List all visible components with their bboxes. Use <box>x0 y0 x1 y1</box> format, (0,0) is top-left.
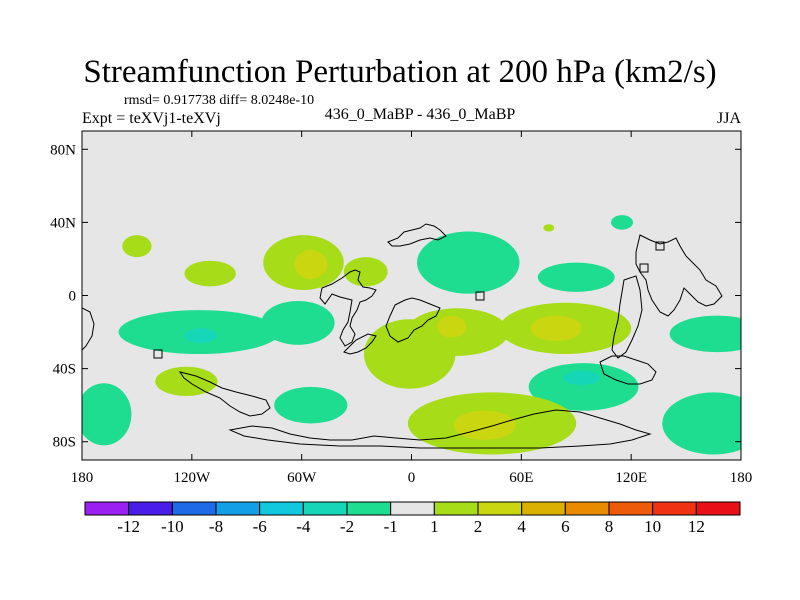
colorbar-swatch <box>128 501 173 516</box>
colorbar-swatch <box>521 501 566 516</box>
contour-region-13 <box>437 315 467 338</box>
colorbar-label: 12 <box>688 517 705 536</box>
contour-region-7 <box>261 300 335 345</box>
colorbar: -12 -10 -8 -6 -4 -2 -1 1 2 4 6 8 10 12 <box>84 501 741 536</box>
contour-region-0 <box>122 235 152 258</box>
colorbar-label: 8 <box>605 517 614 536</box>
x-tick-label: 0 <box>408 470 416 486</box>
colorbar-label: 2 <box>474 517 483 536</box>
colorbar-label: 10 <box>644 517 661 536</box>
y-tick-label: 40N <box>50 215 76 231</box>
coastline-north-america <box>319 269 377 347</box>
experiment-label: Expt = teXVj1-teXVj <box>82 110 221 127</box>
contour-region-23 <box>662 392 741 455</box>
y-tick-label: 80S <box>53 435 76 451</box>
coastline-africa <box>385 297 441 343</box>
x-tick-label: 180 <box>730 470 753 486</box>
colorbar-label: 1 <box>430 517 439 536</box>
colorbar-label: -6 <box>253 517 267 536</box>
colorbar-label: 6 <box>561 517 570 536</box>
colorbar-swatch <box>477 501 523 516</box>
season-label: JJA <box>716 110 741 127</box>
contour-region-21 <box>453 410 516 440</box>
coastline-small-island-2 <box>639 263 649 273</box>
coastline-australia <box>599 355 657 385</box>
coastline-small-island-4 <box>655 241 665 251</box>
colorbar-swatch <box>259 501 304 516</box>
coastline-left-edge <box>82 307 95 351</box>
contour-region-3 <box>294 249 328 280</box>
colorbar-swatch <box>564 501 610 516</box>
y-tick-label: 0 <box>69 289 77 305</box>
contour-region-22 <box>669 315 741 353</box>
contour-region-15 <box>537 262 615 292</box>
contour-region-1 <box>184 260 236 287</box>
map-axes: 180 120W 60W 0 60E 120E 180 80N 40N 0 40S 80S <box>50 131 752 486</box>
y-tick-label: 80N <box>50 142 76 158</box>
coastline-small-island-1 <box>475 291 485 301</box>
coastline-south-pacific <box>178 371 271 417</box>
colorbar-label: 4 <box>517 517 526 536</box>
coastline-east-asia <box>635 234 723 317</box>
x-tick-label: 120W <box>173 470 211 486</box>
colorbar-swatch <box>171 501 217 516</box>
contour-region-8 <box>155 366 218 397</box>
colorbar-swatch <box>652 501 697 516</box>
colorbar-label: -8 <box>209 517 223 536</box>
x-tick-label: 60E <box>509 470 533 486</box>
colorbar-label: -10 <box>161 517 184 536</box>
plot-background <box>82 131 741 460</box>
colorbar-label: -4 <box>296 517 311 536</box>
colorbar-swatch <box>346 501 392 516</box>
coastline-europe <box>387 223 447 247</box>
colorbar-label: -1 <box>384 517 398 536</box>
contour-region-24 <box>611 215 633 230</box>
x-tick-label: 60W <box>287 470 317 486</box>
colorbar-swatch <box>84 501 130 516</box>
colorbar-swatch <box>608 501 654 516</box>
coastline-maritime <box>611 275 643 359</box>
x-tick-label: 120E <box>615 470 647 486</box>
y-tick-label: 40S <box>53 362 76 378</box>
case-label: 436_0_MaBP - 436_0_MaBP <box>324 106 516 123</box>
contour-region-19 <box>563 370 601 386</box>
stats-label: rmsd= 0.917738 diff= 8.0248e-10 <box>124 93 315 108</box>
contour-region-17 <box>530 315 582 342</box>
colorbar-label: -12 <box>117 517 140 536</box>
coastlines <box>82 223 723 449</box>
colorbar-label: -2 <box>340 517 354 536</box>
contour-fills <box>82 215 741 455</box>
coastline-small-island-3 <box>153 349 163 359</box>
contour-region-10 <box>274 386 348 424</box>
contour-region-18 <box>528 363 639 411</box>
coastline-antarctica <box>228 409 652 449</box>
colorbar-swatch <box>302 501 348 516</box>
contour-region-4 <box>343 257 388 287</box>
colorbar-swatch <box>433 501 479 516</box>
chart-title: Streamfunction Perturbation at 200 hPa (… <box>83 54 717 90</box>
colorbar-swatch <box>390 501 435 516</box>
coastline-south-america-hint <box>343 333 377 355</box>
contour-region-25 <box>543 224 555 232</box>
colorbar-swatch <box>695 501 741 516</box>
colorbar-swatch <box>215 501 261 516</box>
contour-region-9 <box>82 383 132 446</box>
contour-region-6 <box>184 328 218 344</box>
contour-region-14 <box>416 231 520 294</box>
x-tick-label: 180 <box>71 470 94 486</box>
